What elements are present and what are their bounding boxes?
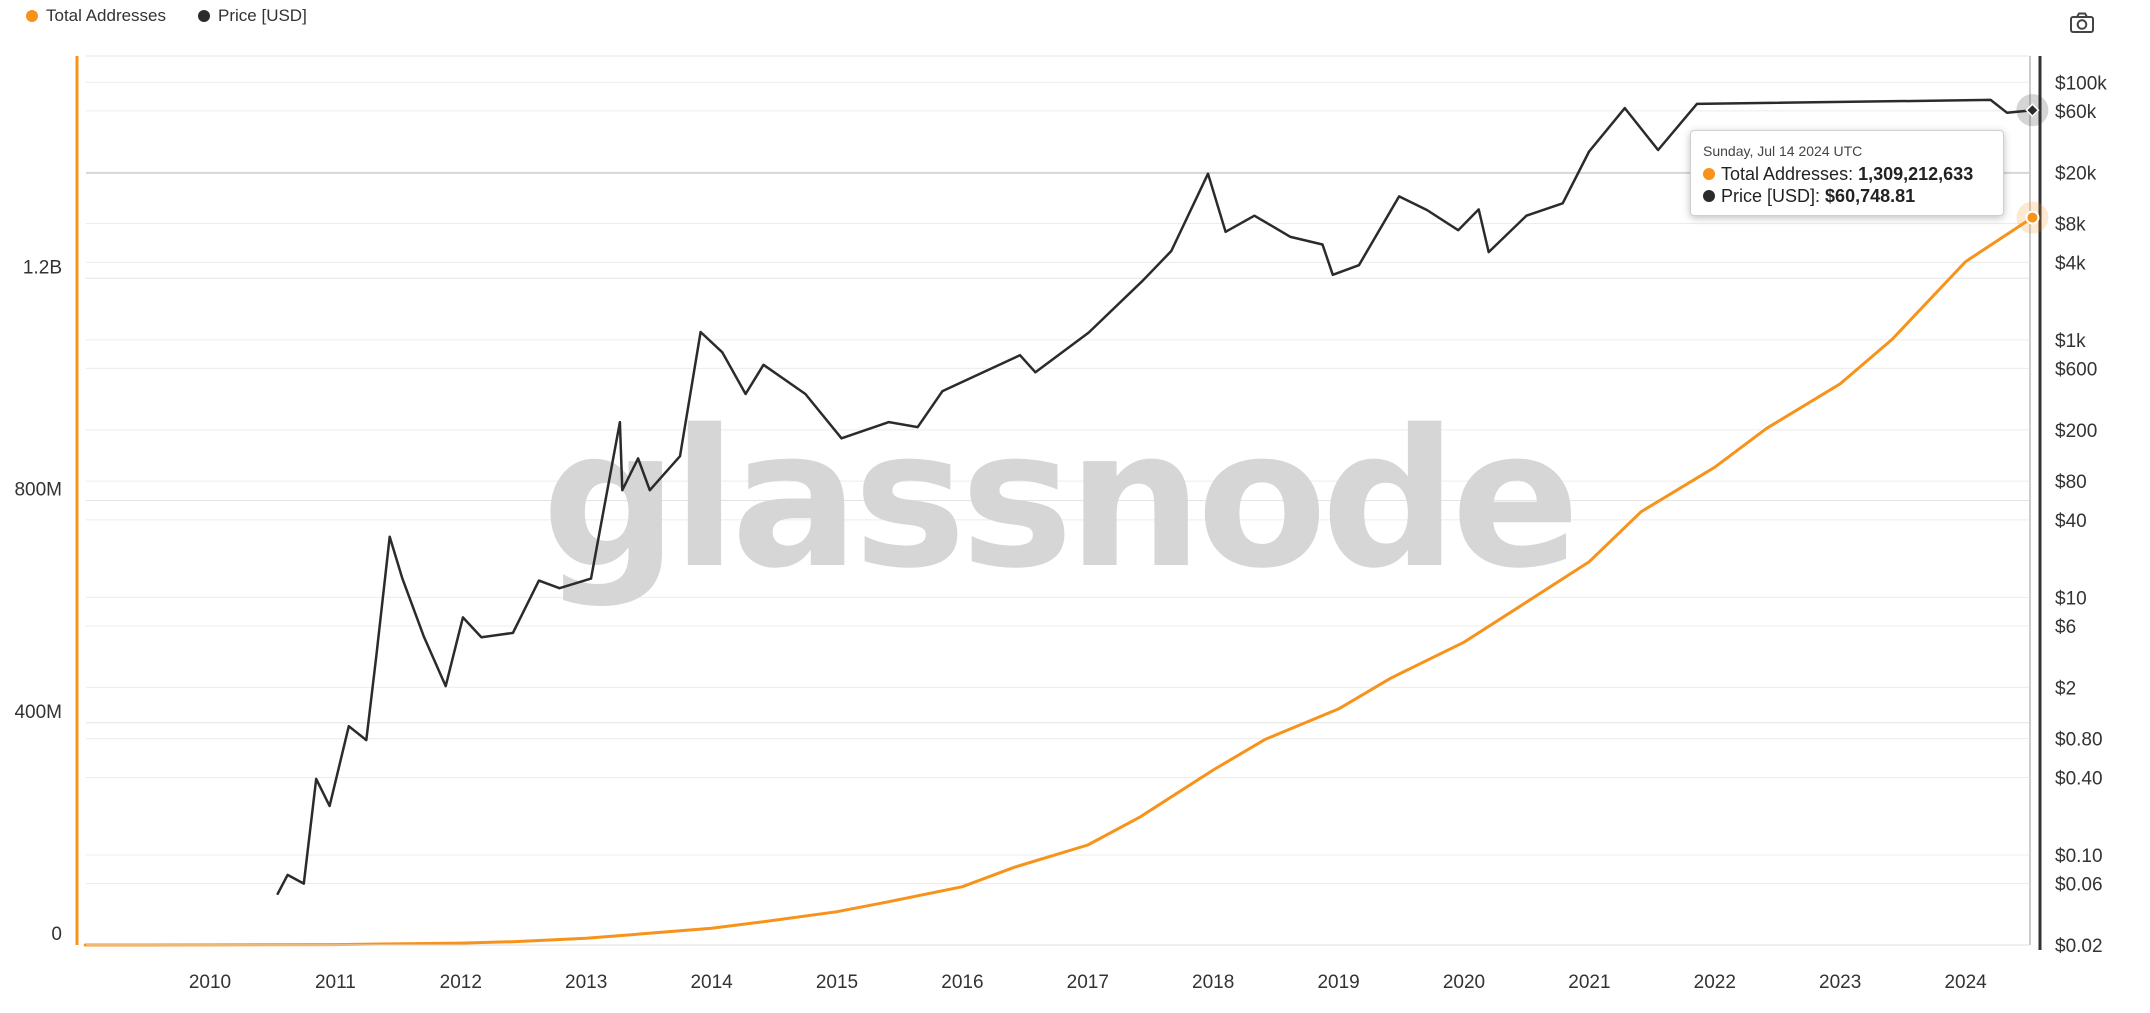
legend-item-price[interactable]: Price [USD] [198, 6, 307, 26]
left-tick-label: 0 [51, 924, 62, 945]
tooltip-value-total-addresses: 1,309,212,633 [1858, 164, 1974, 184]
legend-label-price: Price [USD] [218, 6, 307, 25]
x-tick-label: 2010 [189, 972, 231, 993]
right-tick-label: $8k [2055, 215, 2086, 236]
x-tick-label: 2012 [440, 972, 482, 993]
right-tick-label: $40 [2055, 511, 2087, 532]
x-tick-label: 2011 [315, 972, 356, 993]
right-tick-label: $2 [2055, 678, 2076, 699]
right-tick-label: $0.02 [2055, 936, 2103, 957]
left-tick-label: 400M [14, 702, 62, 723]
tooltip-row-total-addresses: Total Addresses: 1,309,212,633 [1703, 163, 1991, 185]
right-tick-label: $0.06 [2055, 875, 2103, 896]
right-tick-label: $20k [2055, 163, 2097, 184]
legend-item-total-addresses[interactable]: Total Addresses [26, 6, 166, 26]
x-tick-label: 2023 [1819, 972, 1861, 993]
x-tick-label: 2014 [690, 972, 733, 993]
hover-point-total-addresses [2025, 210, 2040, 225]
legend: Total Addresses Price [USD] [26, 4, 307, 28]
left-tick-label: 1.2B [23, 257, 62, 278]
legend-label-total-addresses: Total Addresses [46, 6, 167, 25]
hover-markers [2016, 94, 2049, 234]
series-line-price [276, 98, 2034, 896]
tooltip-label-price: Price [USD]: $60,748.81 [1721, 186, 1916, 206]
x-tick-label: 2024 [1944, 972, 1987, 993]
x-tick-label: 2017 [1067, 972, 1109, 993]
x-tick-label: 2016 [941, 972, 983, 993]
tooltip-row-price: Price [USD]: $60,748.81 [1703, 185, 1991, 207]
x-tick-label: 2021 [1568, 972, 1610, 993]
tooltip-label-total-addresses: Total Addresses: 1,309,212,633 [1721, 164, 1974, 184]
x-tick-label: 2019 [1317, 972, 1359, 993]
x-tick-label: 2020 [1443, 972, 1485, 993]
right-tick-label: $100k [2055, 73, 2107, 94]
tooltip-dot-total-addresses [1703, 168, 1715, 180]
right-tick-label: $60k [2055, 102, 2097, 123]
right-tick-label: $10 [2055, 588, 2087, 609]
watermark: glassnode [542, 389, 1574, 610]
left-axis: 0 400M 800M 1.2B [14, 257, 62, 945]
x-tick-label: 2022 [1694, 972, 1736, 993]
series-line-total-addresses [83, 216, 2034, 947]
legend-dot-total-addresses [26, 10, 38, 22]
left-tick-label: 800M [14, 480, 62, 501]
right-tick-label: $0.80 [2055, 730, 2103, 751]
x-axis: 2010 2011 2012 2013 2014 2015 2016 2017 2018 2019… [189, 972, 1987, 993]
tooltip-date: Sunday, Jul 14 2024 UTC [1703, 143, 1863, 159]
tooltip-dot-price [1703, 190, 1715, 202]
tooltip-value-price: $60,748.81 [1825, 186, 1916, 206]
right-tick-label: $4k [2055, 253, 2086, 274]
legend-dot-price [198, 10, 211, 22]
camera-icon[interactable] [2069, 10, 2095, 36]
right-tick-label: $200 [2055, 421, 2097, 442]
tooltip: Sunday, Jul 14 2024 UTC Total Addresses:… [1690, 130, 2004, 216]
hover-point-price [2025, 103, 2040, 118]
right-tick-label: $80 [2055, 472, 2087, 493]
right-tick-label: $6 [2055, 617, 2076, 638]
right-axis: $100k $60k $20k $8k $4k $1k $600 $200 $80 $40 $10 $… [2055, 73, 2107, 957]
right-tick-label: $0.40 [2055, 768, 2103, 789]
x-tick-label: 2015 [816, 972, 858, 993]
right-tick-label: $1k [2055, 331, 2086, 352]
series [83, 98, 2034, 947]
x-tick-label: 2013 [565, 972, 607, 993]
right-tick-label: $0.10 [2055, 846, 2103, 867]
right-tick-label: $600 [2055, 359, 2097, 380]
x-tick-label: 2018 [1192, 972, 1234, 993]
